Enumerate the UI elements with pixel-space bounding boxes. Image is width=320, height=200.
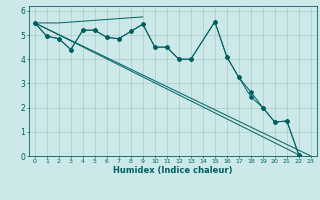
X-axis label: Humidex (Indice chaleur): Humidex (Indice chaleur) [113, 166, 233, 175]
